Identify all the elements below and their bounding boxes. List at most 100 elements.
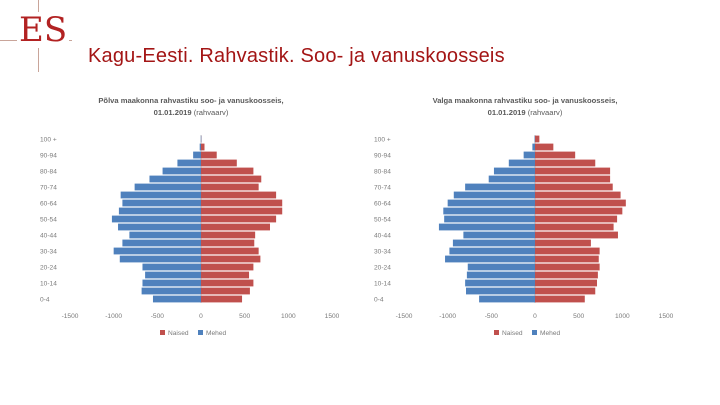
bar-male-65-69 <box>453 191 535 199</box>
bar-male-25-29 <box>445 255 535 263</box>
x-tick-label: -1000 <box>439 313 456 320</box>
y-tick-label: 30-34 <box>374 248 391 255</box>
y-tick-label: 60-64 <box>40 200 57 207</box>
chart-subtitle: 01.01.2019 (rahvaarv) <box>154 108 229 117</box>
valga-pyramid-svg: Valga maakonna rahvastiku soo- ja vanusk… <box>374 96 674 337</box>
bar-female-45-49 <box>535 223 614 231</box>
bar-male-20-24 <box>142 263 201 271</box>
bar-male-55-59 <box>118 207 201 215</box>
bar-male-15-19 <box>145 271 201 279</box>
legend-male-swatch <box>198 330 203 335</box>
chart-title-note: (rahvaarv) <box>528 108 563 117</box>
chart-title-note: (rahvaarv) <box>194 108 229 117</box>
bar-male-25-29 <box>119 255 201 263</box>
y-tick-label: 60-64 <box>374 200 391 207</box>
y-tick-label: 70-74 <box>40 184 57 191</box>
y-tick-label: 20-24 <box>40 264 57 271</box>
bar-female-25-29 <box>201 255 261 263</box>
bar-male-15-19 <box>466 271 535 279</box>
bar-female-50-54 <box>535 215 618 223</box>
legend-male-swatch <box>532 330 537 335</box>
legend-male-label: Mehed <box>540 330 560 337</box>
bar-female-65-69 <box>535 191 621 199</box>
x-tick-label: 0 <box>199 313 203 320</box>
y-tick-label: 90-94 <box>40 152 57 159</box>
y-tick-label: 80-84 <box>374 168 391 175</box>
bar-male-5-9 <box>466 287 535 295</box>
y-tick-label: 50-54 <box>374 216 391 223</box>
bar-male-60-64 <box>122 199 201 207</box>
bar-male-20-24 <box>467 263 535 271</box>
x-tick-label: -1000 <box>105 313 122 320</box>
bar-female-80-84 <box>201 167 254 175</box>
bar-male-75-79 <box>488 175 535 183</box>
bar-male-90-94 <box>193 151 201 159</box>
x-tick-label: -500 <box>485 313 499 320</box>
bar-male-90-94 <box>523 151 535 159</box>
polva-chart: Põlva maakonna rahvastiku soo- ja vanusk… <box>36 90 346 345</box>
bar-male-100 + <box>200 135 202 143</box>
bar-male-100 + <box>534 135 536 143</box>
y-tick-label: 90-94 <box>374 152 391 159</box>
bar-male-95-99 <box>199 143 201 151</box>
bar-female-30-34 <box>201 247 259 255</box>
bar-female-85-89 <box>201 159 237 167</box>
bar-female-15-19 <box>535 271 598 279</box>
y-tick-label: 30-34 <box>40 248 57 255</box>
bar-female-10-14 <box>201 279 254 287</box>
bar-female-80-84 <box>535 167 611 175</box>
bar-female-70-74 <box>535 183 613 191</box>
bar-male-80-84 <box>493 167 535 175</box>
bar-female-60-64 <box>201 199 283 207</box>
bar-male-40-44 <box>129 231 201 239</box>
bar-male-70-74 <box>134 183 201 191</box>
bar-female-15-19 <box>201 271 250 279</box>
chart-title: Valga maakonna rahvastiku soo- ja vanusk… <box>433 96 618 105</box>
bar-female-55-59 <box>535 207 623 215</box>
logo-mark: ES <box>17 10 70 50</box>
bar-female-95-99 <box>201 143 205 151</box>
valga-chart: Valga maakonna rahvastiku soo- ja vanusk… <box>370 90 680 345</box>
y-tick-label: 0-4 <box>374 296 384 303</box>
bar-male-80-84 <box>162 167 201 175</box>
legend-female-label: Naised <box>502 330 523 337</box>
bar-male-30-34 <box>113 247 201 255</box>
y-tick-label: 40-44 <box>374 232 391 239</box>
bar-male-50-54 <box>111 215 201 223</box>
x-tick-label: 1000 <box>281 313 296 320</box>
bar-male-10-14 <box>465 279 535 287</box>
y-tick-label: 20-24 <box>374 264 391 271</box>
polva-pyramid-svg: Põlva maakonna rahvastiku soo- ja vanusk… <box>40 96 340 337</box>
bar-female-20-24 <box>535 263 600 271</box>
bar-female-30-34 <box>535 247 600 255</box>
x-tick-label: 1500 <box>659 313 674 320</box>
bar-male-60-64 <box>447 199 535 207</box>
legend-female-swatch <box>494 330 499 335</box>
bar-male-40-44 <box>463 231 535 239</box>
chart-title: Põlva maakonna rahvastiku soo- ja vanusk… <box>98 96 283 105</box>
logo: ES <box>0 0 80 80</box>
bar-female-55-59 <box>201 207 283 215</box>
bar-female-25-29 <box>535 255 599 263</box>
bar-male-30-34 <box>449 247 535 255</box>
y-tick-label: 100 + <box>374 136 391 143</box>
bar-female-35-39 <box>201 239 255 247</box>
bar-female-40-44 <box>535 231 618 239</box>
bar-female-40-44 <box>201 231 256 239</box>
legend-female-swatch <box>160 330 165 335</box>
bar-female-90-94 <box>535 151 576 159</box>
bar-female-35-39 <box>535 239 591 247</box>
x-tick-label: 500 <box>573 313 584 320</box>
bar-male-85-89 <box>508 159 535 167</box>
bar-female-75-79 <box>535 175 611 183</box>
bar-female-10-14 <box>535 279 598 287</box>
bar-male-85-89 <box>177 159 201 167</box>
bar-female-65-69 <box>201 191 277 199</box>
bar-male-70-74 <box>465 183 535 191</box>
bar-female-50-54 <box>201 215 277 223</box>
bar-female-90-94 <box>201 151 217 159</box>
bar-male-50-54 <box>444 215 535 223</box>
y-tick-label: 10-14 <box>40 280 57 287</box>
bar-female-70-74 <box>201 183 259 191</box>
bar-male-0-4 <box>152 295 201 303</box>
